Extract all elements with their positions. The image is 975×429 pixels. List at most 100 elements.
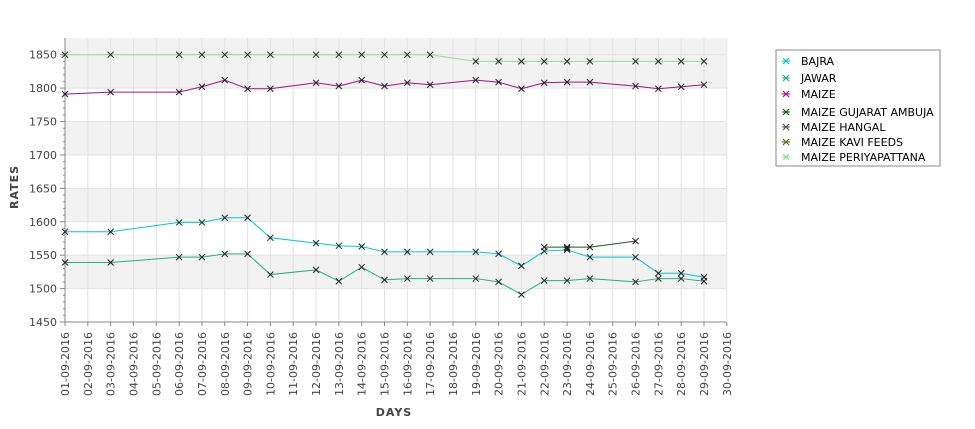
legend-label: MAIZE KAVI FEEDS [801, 136, 903, 149]
data-point [540, 243, 548, 251]
data-point [107, 228, 114, 236]
legend-item: MAIZE PERIYAPATTANA [782, 151, 926, 164]
y-tick-label: 1800 [29, 82, 57, 95]
x-tick-label: 23-09-2016 [561, 332, 574, 396]
legend-label: MAIZE PERIYAPATTANA [801, 151, 926, 164]
y-tick-label: 1450 [29, 316, 57, 329]
data-point [267, 271, 274, 278]
series-maize-hangal [563, 245, 571, 252]
data-point [175, 88, 183, 96]
data-point [632, 58, 639, 65]
data-point [655, 275, 662, 282]
data-point [358, 51, 366, 59]
x-tick-label: 27-09-2016 [652, 332, 665, 396]
data-point [632, 278, 639, 286]
data-point [472, 58, 480, 65]
legend-label: JAWAR [800, 72, 837, 85]
grid-band [65, 121, 726, 155]
x-tick-label: 14-09-2016 [356, 332, 369, 396]
legend-item: MAIZE [782, 88, 836, 101]
data-point [563, 277, 571, 284]
data-point [632, 82, 639, 90]
grid-band [65, 54, 726, 89]
data-point [312, 266, 320, 274]
data-point [655, 269, 662, 277]
x-tick-label: 29-09-2016 [698, 332, 711, 396]
x-tick-label: 30-09-2016 [721, 332, 734, 396]
data-point [677, 58, 685, 65]
legend-box [775, 49, 941, 167]
data-point [267, 51, 274, 59]
data-point [632, 253, 639, 261]
data-point [312, 51, 320, 59]
data-point [107, 51, 114, 59]
x-tick-label: 04-09-2016 [127, 332, 140, 396]
x-tick-label: 15-09-2016 [379, 332, 392, 396]
data-point [700, 58, 708, 65]
y-tick-label: 1600 [29, 216, 57, 229]
legend-item: BAJRA [782, 55, 835, 68]
data-point [335, 82, 343, 90]
legend-label: MAIZE [801, 88, 836, 101]
x-tick-label: 07-09-2016 [196, 332, 209, 396]
y-tick-label: 1500 [29, 283, 57, 296]
data-point [381, 82, 388, 90]
x-tick-label: 02-09-2016 [82, 332, 95, 396]
data-point [472, 275, 480, 282]
data-point [540, 277, 548, 284]
y-tick-label: 1750 [29, 116, 57, 129]
series-maize-periyapattana [61, 51, 708, 65]
grid-band [65, 38, 726, 55]
data-point [403, 275, 411, 282]
legend-item: MAIZE GUJARAT AMBUJA [782, 106, 934, 119]
data-point [403, 79, 411, 87]
data-point [700, 277, 708, 285]
data-point [198, 253, 206, 261]
y-tick-label: 1850 [29, 49, 57, 62]
data-point [244, 85, 251, 93]
data-point [244, 51, 251, 59]
data-point [655, 85, 662, 93]
legend-label: BAJRA [801, 55, 835, 68]
y-tick-label: 1550 [29, 249, 57, 262]
data-point [495, 250, 502, 258]
x-tick-label: 21-09-2016 [515, 332, 528, 396]
data-point [518, 262, 525, 270]
data-point [563, 243, 571, 251]
data-point [403, 51, 411, 59]
x-tick-label: 25-09-2016 [607, 332, 620, 396]
data-point [381, 276, 388, 284]
x-tick-label: 11-09-2016 [287, 332, 300, 396]
data-point [221, 214, 229, 222]
series-maize [61, 76, 708, 98]
data-point [563, 246, 571, 254]
x-tick-label: 24-09-2016 [584, 332, 597, 396]
x-tick-label: 01-09-2016 [59, 332, 72, 396]
data-point [221, 51, 229, 59]
data-point [198, 51, 206, 59]
legend-label: MAIZE HANGAL [801, 121, 886, 134]
data-point [61, 259, 69, 266]
data-point [358, 76, 366, 84]
data-point [586, 243, 594, 251]
data-point [586, 275, 594, 282]
data-point [495, 278, 502, 286]
data-point [61, 90, 69, 98]
legend-item: JAWAR [782, 72, 837, 85]
legend-label: MAIZE GUJARAT AMBUJA [801, 106, 934, 119]
data-point [107, 259, 114, 266]
data-point [335, 242, 343, 250]
axes [64, 38, 726, 323]
data-point [244, 250, 251, 258]
data-point [267, 234, 274, 242]
data-point [221, 250, 229, 258]
data-point [221, 76, 229, 84]
series-bajra [61, 214, 708, 281]
x-tick-label: 16-09-2016 [401, 332, 414, 396]
data-point [198, 83, 206, 91]
grid-band [65, 188, 726, 222]
x-tick-label: 03-09-2016 [105, 332, 118, 396]
data-point [426, 248, 434, 256]
x-tick-label: 26-09-2016 [630, 332, 643, 396]
data-point [677, 83, 685, 91]
